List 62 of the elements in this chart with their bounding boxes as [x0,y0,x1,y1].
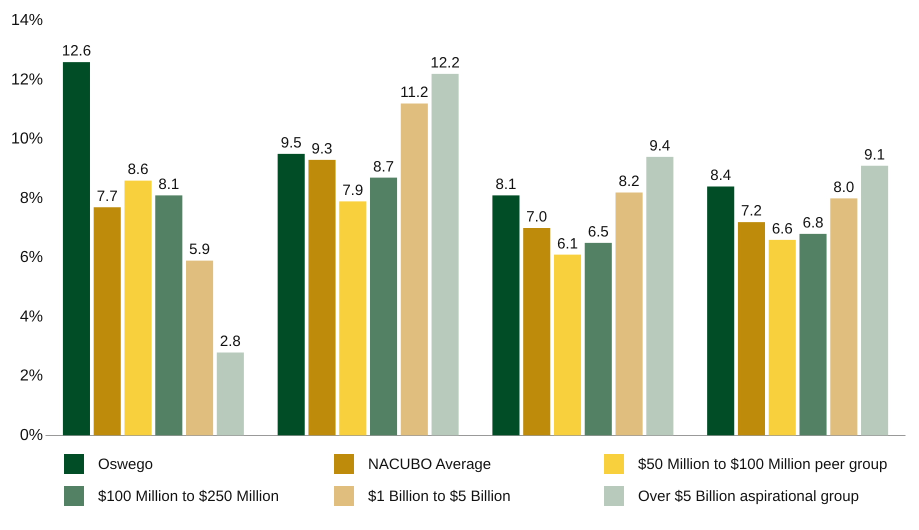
y-tick-label: 4% [20,308,44,326]
y-tick-label: 8% [20,190,44,207]
bar [62,62,90,436]
data-label: 6.1 [557,235,578,252]
bar [94,207,121,436]
bar [492,195,520,436]
data-label: 8.4 [710,167,732,184]
data-label: 2.8 [220,333,241,350]
legend-label: $1 Billion to $5 Billion [368,488,511,504]
data-label: 8.0 [833,179,854,196]
bar [339,201,366,436]
data-label: 8.1 [496,176,516,194]
y-tick-label: 0% [20,426,44,444]
bar [523,228,550,436]
bar [308,160,336,436]
legend-label: NACUBO Average [368,456,492,472]
bar [400,104,428,436]
bar [830,198,858,436]
data-label: 12.2 [430,54,460,72]
data-label: 7.2 [741,202,762,220]
data-label: 9.3 [312,140,332,158]
bar [799,234,827,436]
bar [432,74,459,436]
data-label: 8.1 [158,176,180,194]
y-tick-label: 10% [10,130,44,148]
data-label: 7.0 [526,208,548,226]
data-label: 9.5 [280,134,302,152]
bar [186,260,214,436]
data-label: 7.9 [342,182,364,199]
data-label: 5.9 [189,241,210,258]
bar [124,180,152,436]
legend-label: Over $5 Billion aspirational group [638,488,859,504]
bar [861,166,888,436]
data-label: 9.1 [864,146,886,164]
data-label: 6.5 [588,223,609,240]
data-label: 11.2 [400,84,428,102]
data-label: 7.7 [96,188,118,205]
y-tick-label: 14% [10,12,44,30]
y-tick-label: 2% [20,368,44,385]
data-label: 8.7 [373,158,394,176]
y-tick-label: 12% [10,71,44,88]
bar [554,254,582,436]
data-label: 8.2 [618,173,640,190]
bar [278,154,305,436]
bar [584,242,612,436]
data-label: 6.8 [802,214,824,232]
y-tick-label: 6% [20,249,44,266]
legend-label: $50 Million to $100 Million peer group [638,456,888,472]
bar [738,222,765,436]
data-label: 12.6 [62,42,92,60]
bar [616,192,643,436]
bar [216,352,244,436]
data-label: 8.6 [128,161,148,178]
bar [370,178,398,436]
bar [646,156,674,436]
bar [768,240,796,436]
legend-label: Oswego [98,456,154,472]
data-label: 6.6 [772,220,793,238]
bar [155,195,182,436]
bar [707,186,734,436]
data-label: 9.4 [649,138,670,155]
legend-label: $100 Million to $250 Million [98,488,279,504]
